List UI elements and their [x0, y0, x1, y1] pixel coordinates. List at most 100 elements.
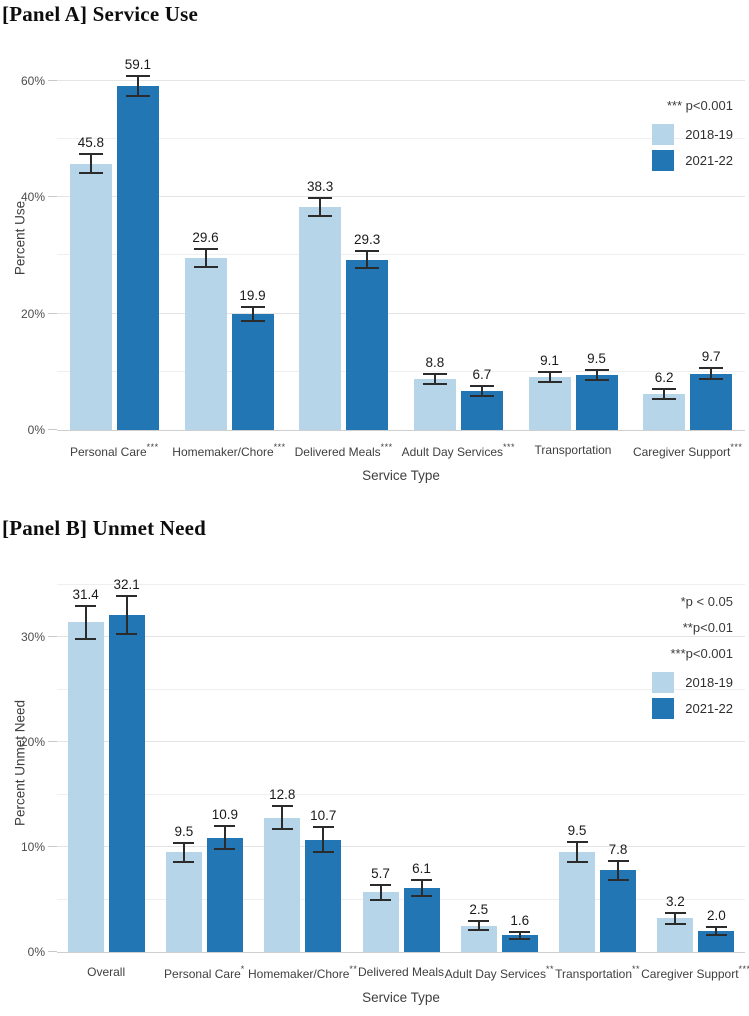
- error-bar-line: [576, 842, 579, 863]
- bar-value-label: 9.5: [174, 823, 194, 839]
- legend-swatch: [652, 698, 675, 719]
- bar-value-label: 9.5: [567, 823, 587, 839]
- x-tick-label: Caregiver Support***: [641, 964, 749, 981]
- error-bar-cap: [214, 848, 236, 851]
- error-bar-cap: [355, 267, 380, 270]
- error-bar-line: [251, 307, 254, 322]
- bar-value-label: 10.7: [310, 808, 337, 824]
- bar-2021-22-transportation: [600, 870, 637, 952]
- legend-entry-label: 2018-19: [685, 127, 733, 142]
- error-bar-cap: [116, 632, 138, 635]
- bar-value-label: 6.2: [654, 370, 674, 386]
- error-bar-cap: [78, 153, 103, 156]
- bar-2021-22-personal-care: [116, 86, 159, 430]
- error-bar-line: [281, 806, 284, 830]
- error-bar-line: [379, 884, 382, 900]
- bar-value-label: 12.8: [269, 787, 296, 803]
- error-bar-cap: [652, 388, 677, 391]
- bar-value-label: 59.1: [124, 57, 151, 73]
- error-bar-line: [204, 249, 207, 267]
- bar-value-label: 29.6: [192, 230, 219, 246]
- bar-value-label: 3.2: [665, 894, 685, 910]
- gridline: [57, 196, 745, 198]
- legend-entry-label: 2018-19: [685, 675, 733, 690]
- y-tick-mark: [48, 846, 57, 847]
- y-tick-mark: [48, 79, 57, 81]
- error-bar-cap: [240, 306, 265, 309]
- bar-value-label: 29.3: [354, 231, 381, 247]
- x-tick-label: Homemaker/Chore***: [172, 442, 286, 459]
- error-bar-cap: [370, 898, 391, 901]
- error-bar-cap: [509, 930, 531, 933]
- error-bar-line: [663, 389, 666, 399]
- error-bar-cap: [652, 397, 677, 400]
- bar-value-label: 1.6: [510, 912, 530, 928]
- error-bar-line: [125, 596, 128, 634]
- y-tick-label: 20%: [20, 735, 45, 749]
- error-bar-cap: [664, 922, 686, 925]
- bar-value-label: 19.9: [239, 288, 266, 304]
- bar-2018-19-personal-care: [165, 852, 202, 952]
- error-bar-cap: [411, 878, 432, 881]
- panel-a-y-axis-title: Percent Use: [12, 200, 28, 276]
- legend-entry-2021-22: 2021-22: [652, 150, 733, 171]
- error-bar-cap: [584, 368, 609, 371]
- error-bar-cap: [308, 196, 333, 199]
- error-bar-cap: [214, 825, 236, 827]
- error-bar-line: [182, 842, 185, 862]
- error-bar-cap: [566, 841, 588, 844]
- error-bar-cap: [699, 378, 724, 381]
- y-tick-mark: [48, 636, 57, 637]
- legend-swatch: [652, 124, 675, 145]
- y-tick-mark: [48, 312, 57, 314]
- error-bar-cap: [75, 638, 97, 641]
- bar-2021-22-personal-care: [206, 837, 243, 952]
- gridline: [57, 312, 745, 314]
- bar-value-label: 5.7: [371, 865, 390, 881]
- bar-2018-19-homemaker-chore: [264, 817, 301, 952]
- x-tick-label: Adult Day Services***: [401, 442, 516, 459]
- bar-value-label: 9.5: [587, 350, 606, 366]
- error-bar-cap: [173, 841, 195, 844]
- panel-a-service-use: [Panel A] Service Use Percent Use 0% 20% 4…: [2, 2, 745, 483]
- bar-2021-22-homemaker-chore: [305, 839, 342, 952]
- bar-2018-19-adult-day-services: [413, 378, 456, 430]
- error-bar-cap: [422, 383, 447, 386]
- panel-b-plot-area: 0% 10% 20% 30% 31.4 32.1 Overall 9.5 10.9 Persona…: [21, 574, 749, 981]
- error-bar-line: [595, 369, 598, 380]
- x-tick-label: Homemaker/Chore**: [248, 964, 358, 981]
- x-tick-label: Delivered Meals***: [294, 442, 393, 459]
- gridline: [57, 583, 745, 585]
- error-bar-line: [84, 605, 87, 640]
- error-bar-cap: [469, 385, 494, 388]
- error-bar-cap: [566, 861, 588, 864]
- legend-significance-note: ***p<0.001: [670, 646, 733, 661]
- bar-2018-19-caregiver-support: [643, 393, 686, 430]
- legend-entry-2021-22: 2021-22: [652, 698, 733, 719]
- x-tick-label: Personal Care*: [164, 964, 245, 981]
- error-bar-cap: [370, 883, 391, 886]
- y-tick-mark: [48, 951, 57, 952]
- panel-b-unmet-need: [Panel B] Unmet Need Percent Unmet Need …: [0, 510, 749, 1016]
- error-bar-cap: [312, 826, 334, 829]
- error-bar-cap: [125, 75, 150, 78]
- error-bar-line: [433, 373, 436, 385]
- x-tick-label: Delivered Meals: [357, 965, 445, 979]
- x-tick-label: Personal Care***: [69, 442, 159, 459]
- error-bar-cap: [607, 878, 629, 881]
- error-bar-line: [715, 926, 718, 936]
- error-bar-cap: [705, 925, 727, 928]
- y-tick-label: 10%: [20, 840, 45, 854]
- error-bar-cap: [705, 934, 727, 937]
- x-tick-label: Transportation: [534, 443, 612, 457]
- bar-value-label: 9.1: [540, 352, 559, 368]
- bar-value-label: 6.1: [412, 860, 431, 876]
- gridline: [57, 741, 745, 742]
- error-bar-line: [617, 860, 620, 880]
- gridline: [57, 898, 745, 900]
- y-tick-mark: [48, 196, 57, 198]
- legend-significance-note: **p<0.01: [682, 620, 733, 635]
- bar-2021-22-overall: [108, 614, 145, 952]
- gridline: [57, 79, 745, 81]
